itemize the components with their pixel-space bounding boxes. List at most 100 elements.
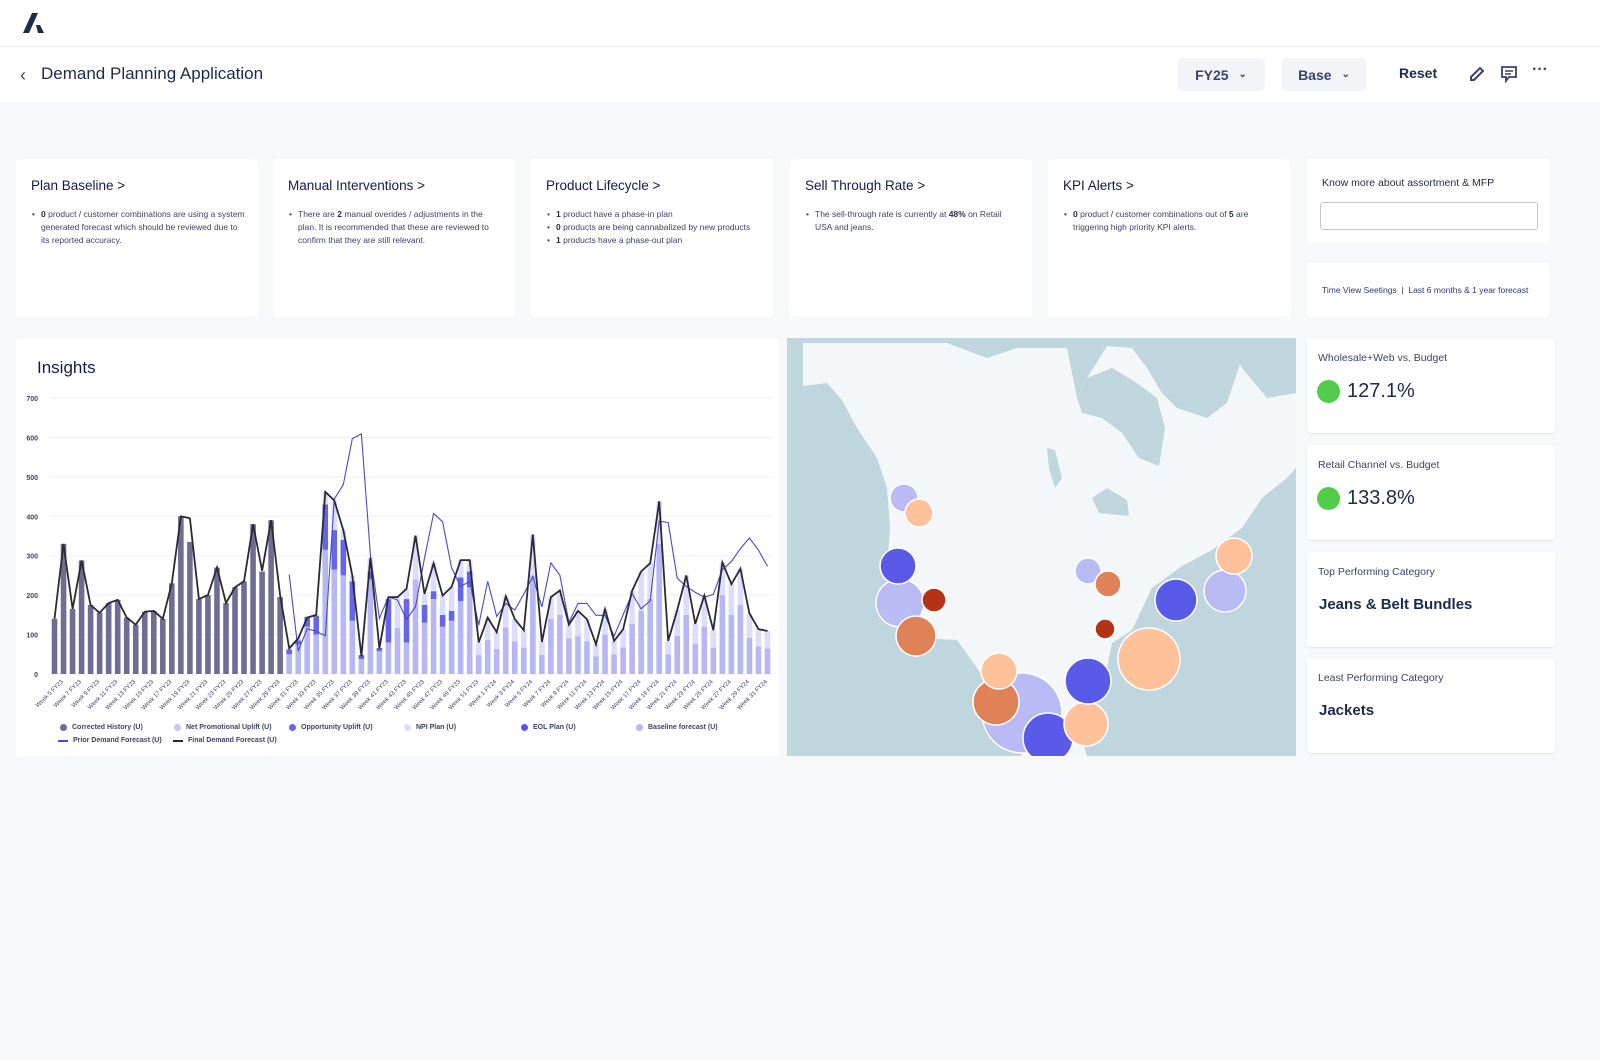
map-bubble[interactable]	[1074, 557, 1102, 585]
card-bullet: 0 product / customer combinations are us…	[32, 208, 246, 247]
kpi-label: Least Performing Category	[1318, 672, 1444, 684]
time-view-value: Last 6 months & 1 year forecast	[1408, 285, 1529, 295]
bar-segment	[602, 634, 608, 674]
bar-segment	[674, 610, 681, 636]
bar-segment	[692, 644, 699, 674]
bar-segment	[385, 599, 392, 643]
legend-swatch-icon	[636, 724, 643, 731]
bar-segment	[123, 617, 130, 674]
bar-segment	[448, 620, 455, 674]
map-bubble[interactable]	[1203, 569, 1247, 613]
top-bar	[0, 0, 1600, 47]
bar-segment	[647, 563, 653, 600]
bar-segment	[214, 567, 220, 674]
bar-segment	[466, 571, 473, 588]
land-canada-usa	[803, 338, 1296, 756]
kpi-value: 127.1%	[1347, 380, 1415, 402]
legend-item[interactable]: Prior Demand Forecast (U)	[58, 737, 162, 744]
bar-segment	[277, 597, 283, 674]
map-bubble[interactable]	[1154, 578, 1198, 622]
legend-item[interactable]: Opportunity Uplift (U)	[289, 724, 373, 731]
card-title[interactable]: KPI Alerts >	[1063, 178, 1134, 193]
bar-segment	[349, 581, 356, 621]
fiscal-year-dropdown[interactable]: FY25 ⌄	[1177, 58, 1265, 91]
bar-segment	[611, 640, 617, 655]
card-title[interactable]: Plan Baseline >	[31, 178, 126, 193]
summary-card[interactable]: Plan Baseline > 0 product / customer comb…	[16, 159, 258, 317]
summary-card[interactable]: Manual Interventions > There are 2 manual…	[273, 159, 515, 317]
series-line	[53, 489, 768, 657]
kpi-value: Jackets	[1319, 702, 1375, 719]
bar-segment	[367, 571, 374, 580]
map-bubble[interactable]	[895, 615, 937, 657]
card-bullet: 0 product / customer combinations out of…	[1064, 208, 1278, 234]
map-bubble[interactable]	[1117, 627, 1181, 691]
bar-segment	[611, 654, 617, 674]
bar-segment	[566, 624, 572, 639]
bar-segment	[295, 644, 301, 674]
card-title[interactable]: Sell Through Rate >	[805, 178, 926, 193]
bar-segment	[539, 642, 545, 655]
bar-segment	[484, 617, 491, 641]
bar-segment	[548, 597, 554, 619]
map-bubble[interactable]	[1094, 570, 1122, 598]
card-title[interactable]: Manual Interventions >	[288, 178, 425, 193]
time-view-settings[interactable]: Time View Seetings | Last 6 months & 1 y…	[1307, 263, 1549, 317]
card-title[interactable]: Product Lifecycle >	[546, 178, 661, 193]
bar-segment	[385, 642, 392, 674]
legend-swatch-icon	[174, 724, 181, 731]
bar-segment	[701, 595, 708, 627]
scenario-dropdown[interactable]: Base ⌄	[1281, 58, 1367, 91]
legend-item[interactable]: EOL Plan (U)	[521, 724, 576, 731]
bar-segment	[322, 549, 329, 674]
summary-card[interactable]: KPI Alerts > 0 product / customer combina…	[1048, 159, 1290, 317]
bar-segment	[304, 626, 311, 674]
bar-segment	[358, 655, 365, 660]
card-bullet: 1 product have a phase-in plan	[547, 208, 761, 221]
map-bubble[interactable]	[904, 498, 934, 528]
summary-card[interactable]: Product Lifecycle > 1 product have a phas…	[531, 159, 773, 317]
more-options-icon[interactable]: ···	[1532, 61, 1548, 78]
bar-segment	[629, 590, 635, 624]
sales-map[interactable]	[787, 338, 1296, 756]
bar-segment	[602, 609, 608, 635]
map-bubble[interactable]	[1215, 537, 1253, 575]
comment-icon[interactable]	[1500, 65, 1518, 83]
map-bubble[interactable]	[879, 547, 917, 585]
map-bubble[interactable]	[1063, 701, 1109, 747]
edit-pencil-icon[interactable]	[1468, 65, 1486, 83]
legend-label: Corrected History (U)	[72, 724, 143, 731]
bar-segment	[719, 595, 726, 674]
map-bubble[interactable]	[1094, 618, 1116, 640]
series-line	[288, 433, 768, 652]
bar-segment	[367, 579, 374, 674]
bar-segment	[728, 584, 735, 615]
bar-segment	[620, 629, 626, 648]
bar-segment	[340, 539, 347, 576]
bar-segment	[674, 635, 681, 674]
legend-item[interactable]: Net Promotional Uplift (U)	[174, 724, 272, 731]
legend-item[interactable]: NPI Plan (U)	[404, 724, 456, 731]
bar-segment	[69, 608, 76, 674]
bar-segment	[430, 591, 437, 600]
kpi-label: Retail Channel vs. Budget	[1318, 459, 1440, 471]
reset-button[interactable]: Reset	[1399, 65, 1438, 81]
bar-segment	[223, 603, 229, 674]
bar-segment	[403, 642, 410, 674]
legend-item[interactable]: Baseline forecast (U)	[636, 724, 718, 731]
assistant-label: Know more about assortment & MFP	[1322, 177, 1495, 189]
bar-segment	[313, 615, 320, 635]
map-bubble[interactable]	[921, 587, 947, 613]
assistant-input[interactable]	[1320, 202, 1538, 230]
bar-segment	[457, 560, 464, 578]
bar-segment	[394, 597, 401, 628]
bar-segment	[304, 616, 311, 627]
hudson-bay	[1077, 368, 1165, 466]
map-bubble[interactable]	[980, 652, 1018, 690]
bar-segment	[439, 614, 446, 627]
summary-card[interactable]: Sell Through Rate > The sell-through rate…	[790, 159, 1032, 317]
back-chevron-icon[interactable]: ‹	[20, 65, 26, 85]
legend-item[interactable]: Corrected History (U)	[60, 724, 143, 731]
map-bubble[interactable]	[1064, 657, 1112, 705]
legend-item[interactable]: Final Demand Forecast (U)	[173, 737, 277, 744]
